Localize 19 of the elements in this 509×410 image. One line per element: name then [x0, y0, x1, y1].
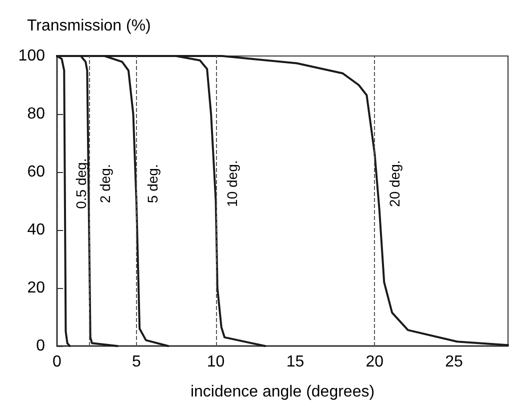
- annotation: 0.5 deg.: [72, 158, 89, 209]
- y-tick-label: 80: [27, 106, 46, 122]
- x-tick-label: 20: [366, 354, 384, 370]
- y-tick-label: 60: [27, 164, 46, 180]
- annotation: 20 deg.: [386, 160, 403, 207]
- y-tick-label: 100: [18, 48, 46, 64]
- x-tick-label: 10: [206, 354, 225, 370]
- x-tick-label: 5: [132, 354, 141, 370]
- y-tick-label: 20: [27, 280, 46, 296]
- x-tick-label: 0: [52, 354, 62, 370]
- y-tick-label: 40: [27, 222, 46, 238]
- x-tick-label: 15: [286, 354, 304, 370]
- y-axis-title: Transmission (%): [27, 18, 151, 34]
- annotation: 2 deg.: [96, 164, 113, 204]
- x-axis-title: incidence angle (degrees): [190, 384, 375, 400]
- annotation: 5 deg.: [144, 164, 160, 204]
- annotation: 10 deg.: [224, 160, 240, 207]
- y-tick-label: 0: [36, 338, 46, 354]
- x-tick-label: 25: [445, 354, 464, 370]
